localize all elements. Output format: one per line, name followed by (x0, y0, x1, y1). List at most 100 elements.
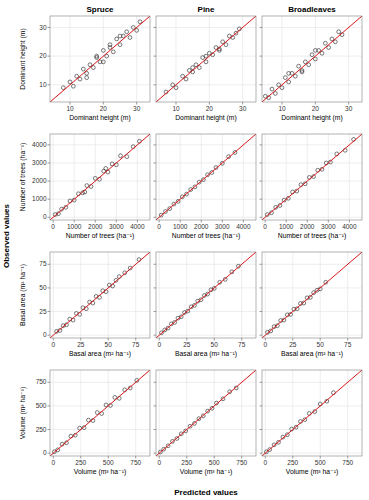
grid-line (103, 16, 104, 102)
tick-label: 50 (39, 284, 47, 291)
panel: 0255075Basal area (m² ha⁻¹) (154, 252, 257, 358)
tick-mark (154, 144, 157, 145)
reference-line (50, 370, 150, 456)
tick-label: 30 (39, 24, 47, 31)
panel: 102030102030SpruceDominant height (m)Dom… (19, 5, 150, 122)
point (119, 154, 123, 158)
tick-label: 50 (317, 341, 325, 348)
tick-label: 250 (287, 459, 298, 466)
grid-line (262, 181, 362, 182)
tick-label: 2000 (88, 223, 103, 230)
tick-label: 500 (103, 459, 114, 466)
tick-label: 25 (39, 308, 47, 315)
tick-mark (260, 27, 263, 28)
tick-label: 0 (157, 341, 161, 348)
tick-mark (48, 405, 51, 406)
tick-label: 0 (263, 459, 267, 466)
plot-background (50, 370, 150, 456)
tick-label: 20 (312, 105, 320, 112)
grid-line (214, 252, 215, 338)
x-axis-label: Volume (m³ ha⁻¹) (74, 468, 126, 476)
tick-mark (260, 162, 263, 163)
point (287, 71, 291, 75)
grid-line (186, 252, 187, 338)
frame (156, 134, 256, 220)
tick-mark (260, 264, 263, 265)
point (71, 84, 75, 88)
x-axis-label: Number of trees (ha⁻¹) (66, 232, 135, 240)
y-axis-label: Number of trees (ha⁻¹) (19, 143, 27, 212)
tick-mark (48, 382, 51, 383)
plot-background (156, 252, 256, 338)
marks (262, 134, 362, 220)
panel: 02505007500250500750Volume (m³ ha⁻¹)Volu… (19, 370, 150, 476)
grid-line (50, 429, 150, 430)
column-title: Broadleaves (288, 5, 336, 14)
panel: 01000200030004000Number of trees (ha⁻¹) (260, 134, 363, 240)
panel: 02550750255075Basal area (m² ha⁻¹)Basal … (19, 252, 150, 358)
tick-mark (260, 382, 263, 383)
point (81, 67, 85, 71)
tick-label: 10 (278, 105, 286, 112)
grid-line (156, 335, 256, 336)
tick-mark (154, 217, 157, 218)
tick-mark (260, 335, 263, 336)
tick-label: 2000 (194, 223, 209, 230)
tick-label: 4000 (130, 223, 145, 230)
point (85, 76, 89, 80)
tick-label: 4000 (236, 223, 251, 230)
tick-mark (48, 287, 51, 288)
tick-label: 0 (263, 223, 267, 230)
tick-label: 4000 (342, 223, 357, 230)
plot-background (50, 134, 150, 220)
tick-label: 1000 (173, 223, 188, 230)
tick-mark (260, 56, 263, 57)
grid-line (116, 134, 117, 220)
grid-line (262, 162, 362, 163)
tick-mark (260, 217, 263, 218)
tick-label: 20 (100, 105, 108, 112)
tick-mark (154, 429, 157, 430)
x-axis-label: Basal area (m² ha⁻¹) (69, 350, 131, 358)
point (95, 56, 99, 60)
grid-line (53, 252, 54, 338)
plot-background (50, 16, 150, 102)
plot-background (262, 134, 362, 220)
grid-line (50, 162, 150, 163)
point (297, 64, 301, 68)
tick-mark (154, 56, 157, 57)
tick-mark (48, 429, 51, 430)
grid-line (50, 144, 150, 145)
grid-line (320, 252, 321, 338)
tick-mark (48, 84, 51, 85)
plot-background (262, 16, 362, 102)
grid-line (156, 429, 256, 430)
marks (50, 16, 150, 102)
frame (262, 370, 362, 456)
grid-line (265, 252, 266, 338)
grid-line (265, 134, 266, 220)
point (300, 70, 304, 74)
grid-line (156, 405, 256, 406)
x-axis-label: Basal area (m² ha⁻¹) (281, 350, 343, 358)
x-axis-label: Basal area (m² ha⁻¹) (175, 350, 237, 358)
tick-mark (154, 162, 157, 163)
x-axis-label: Volume (m³ ha⁻¹) (286, 468, 338, 476)
tick-label: 0 (263, 341, 267, 348)
grid-line (50, 453, 150, 454)
tick-label: 0 (51, 459, 55, 466)
grid-line (265, 370, 266, 456)
grid-line (74, 134, 75, 220)
grid-line (242, 16, 243, 102)
tick-mark (154, 84, 157, 85)
marks (156, 134, 256, 220)
point (104, 167, 108, 171)
reference-line (156, 252, 256, 338)
tick-mark (48, 56, 51, 57)
plot-background (262, 252, 362, 338)
tick-mark (154, 311, 157, 312)
grid-line (201, 134, 202, 220)
grid-line (349, 134, 350, 220)
panel: 0250500750Volume (m³ ha⁻¹) (154, 370, 257, 476)
grid-line (159, 134, 160, 220)
